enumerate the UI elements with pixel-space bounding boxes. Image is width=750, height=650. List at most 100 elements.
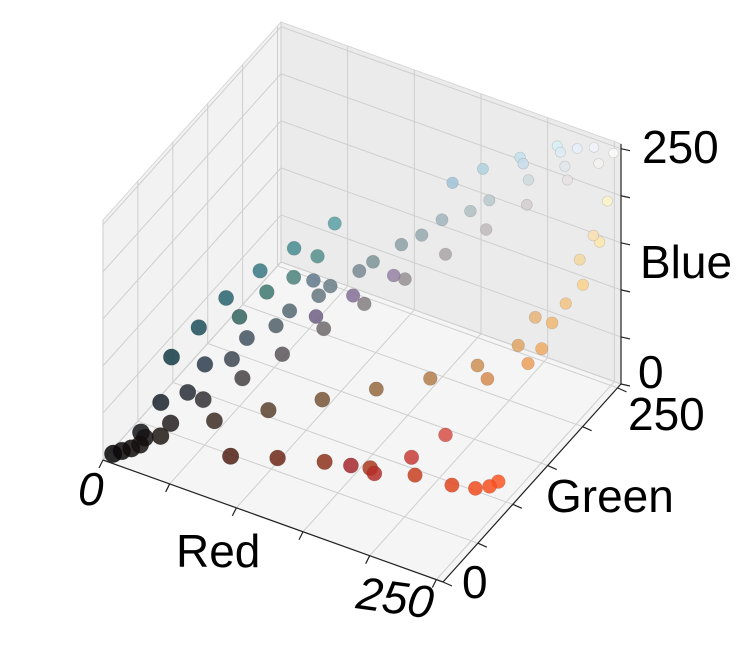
data-point [260, 402, 277, 419]
data-point [520, 199, 533, 211]
y-tick-mark [547, 464, 557, 471]
data-point [470, 358, 485, 373]
x-axis-label: Red [176, 525, 260, 577]
data-point [480, 371, 495, 386]
data-point [559, 160, 571, 172]
x-tick-mark [165, 483, 171, 493]
y-tick-label-250: 250 [628, 388, 705, 440]
axes-panes [102, 20, 622, 583]
data-points [103, 140, 619, 496]
grid-line [280, 214, 622, 338]
data-point [316, 321, 332, 337]
data-point [482, 479, 497, 494]
x-tick-mark [298, 531, 304, 541]
z-tick-mark [620, 336, 631, 340]
data-point [587, 229, 600, 242]
data-point [252, 263, 268, 279]
data-point [238, 329, 255, 346]
data-point [517, 158, 529, 170]
data-point [522, 174, 535, 186]
data-point [346, 288, 361, 303]
data-point [314, 391, 331, 408]
data-point [259, 284, 275, 300]
data-point [483, 194, 496, 207]
data-point [269, 449, 286, 467]
z-tick-label-250: 250 [642, 121, 719, 173]
data-point [231, 308, 248, 325]
grid-line [435, 381, 615, 580]
x-tick-label-250: 250 [353, 566, 438, 628]
data-point [194, 391, 212, 409]
grid-line [102, 73, 282, 273]
data-point [286, 241, 302, 256]
data-point [342, 457, 359, 474]
data-point [407, 467, 423, 483]
z-tick-mark [620, 289, 631, 293]
grid-line [302, 333, 482, 533]
z-tick-mark [620, 383, 631, 387]
data-point [366, 254, 380, 269]
data-point [573, 253, 586, 266]
data-point [480, 223, 493, 236]
data-point [196, 356, 214, 373]
grid-line [280, 261, 622, 385]
data-point [368, 381, 384, 397]
y-tick-label-0: 0 [462, 556, 488, 608]
data-point [151, 427, 170, 446]
data-point [528, 310, 542, 324]
grid-line [102, 120, 282, 320]
data-point [322, 278, 338, 294]
data-point [511, 338, 525, 353]
grid-line [102, 167, 282, 367]
data-point [234, 370, 251, 387]
data-point [608, 147, 619, 159]
data-point [438, 247, 452, 261]
grid-line [137, 420, 479, 544]
data-point [561, 174, 573, 186]
y-tick-mark [582, 426, 592, 432]
data-point [163, 348, 181, 366]
data-point [161, 414, 180, 433]
grid-line [242, 304, 583, 428]
data-point [306, 273, 321, 288]
x-tick-mark [365, 555, 371, 564]
grid-line [280, 167, 622, 291]
grid-line [280, 26, 622, 150]
data-point [571, 143, 583, 154]
data-point [386, 268, 401, 283]
data-point [190, 319, 208, 336]
z-tick-mark [620, 148, 631, 152]
data-point [464, 204, 477, 218]
data-point [444, 477, 460, 493]
y-tick-mark [512, 503, 523, 509]
y-tick-mark [617, 387, 627, 393]
y-axis-line [442, 383, 622, 583]
z-tick-label-0: 0 [638, 346, 664, 398]
data-point [179, 383, 197, 401]
x-axis-line [102, 459, 444, 583]
grid-line [102, 261, 282, 461]
grid-line [235, 309, 415, 509]
x-tick-mark [231, 507, 237, 517]
data-point [357, 296, 372, 312]
data-point [152, 393, 170, 412]
x-tick-label-0: 0 [78, 463, 104, 515]
data-point [438, 427, 453, 443]
grid-line [369, 357, 549, 557]
y-tick-mark [442, 581, 453, 587]
data-point [545, 316, 559, 330]
axis-lines [98, 144, 631, 588]
data-point [535, 342, 549, 356]
data-point [205, 412, 223, 430]
z-tick-mark [620, 242, 631, 246]
x-tick-mark [431, 579, 437, 588]
data-point [588, 142, 600, 153]
data-point [282, 303, 298, 319]
data-point [327, 216, 342, 231]
data-point [352, 263, 367, 278]
y-tick-mark [477, 542, 488, 548]
data-point [555, 146, 566, 158]
data-point [310, 249, 325, 264]
grid-line [102, 214, 282, 414]
grid-line [102, 26, 282, 226]
